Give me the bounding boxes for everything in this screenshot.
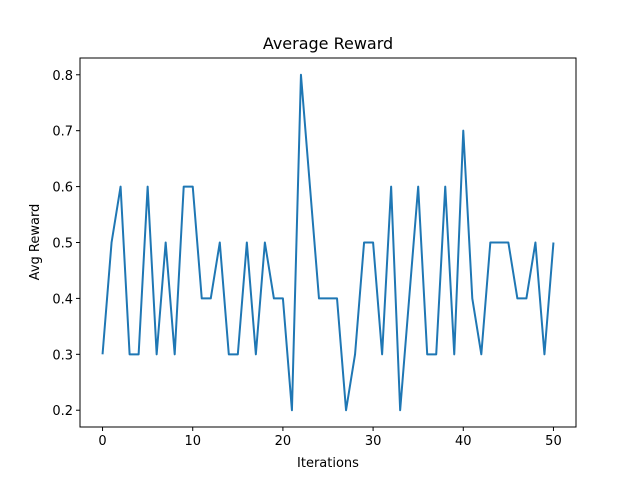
y-tick-label: 0.6 [52,181,73,196]
x-tick-label: 20 [275,434,292,449]
x-tick-label: 10 [184,434,201,449]
data-point [255,353,257,355]
y-tick-label: 0.7 [52,125,73,140]
data-point [507,242,509,244]
data-point [417,186,419,188]
y-axis-ticks: 0.2 0.3 0.4 0.5 0.6 0.7 0.8 [52,69,80,419]
y-tick-label: 0.3 [52,348,73,363]
data-point [426,353,428,355]
plot-frame [79,57,577,428]
data-point [525,297,527,299]
chart-title: Average Reward [263,34,393,53]
data-point [192,186,194,188]
data-point [381,353,383,355]
data-point [291,409,293,411]
data-point [372,242,374,244]
data-point [120,186,122,188]
data-point [489,242,491,244]
data-point [156,353,158,355]
data-point [408,297,410,299]
data-point [471,297,473,299]
x-tick-label: 40 [455,434,472,449]
x-axis-label: Iterations [297,456,359,471]
y-axis-label: Avg Reward [28,204,43,281]
data-point [336,297,338,299]
y-tick-label: 0.4 [52,292,73,307]
data-point [516,297,518,299]
data-point [453,353,455,355]
series-line-0 [101,73,555,412]
data-point [228,353,230,355]
data-point [237,353,239,355]
y-tick-label: 0.2 [52,404,73,419]
series-layer [101,73,555,412]
data-point [102,353,104,355]
data-point [300,74,302,76]
data-point [399,409,401,411]
data-point [282,297,284,299]
x-tick-label: 50 [545,434,562,449]
data-point [318,297,320,299]
data-point [174,353,176,355]
data-point [327,297,329,299]
data-point [390,186,392,188]
x-tick-label: 0 [98,434,106,449]
data-point [273,297,275,299]
data-point [138,353,140,355]
data-point [480,353,482,355]
data-point [129,353,131,355]
data-point [345,409,347,411]
x-axis-ticks: 0 10 20 30 40 50 [98,427,562,449]
data-point [354,353,356,355]
data-point [363,242,365,244]
data-point [552,242,554,244]
data-point [219,242,221,244]
data-point [183,186,185,188]
data-point [462,130,464,132]
data-point [210,297,212,299]
y-tick-label: 0.5 [52,237,73,252]
data-point [165,242,167,244]
data-point [534,242,536,244]
data-point [201,297,203,299]
data-point [246,242,248,244]
x-tick-label: 30 [365,434,382,449]
data-point [309,186,311,188]
y-tick-label: 0.8 [52,69,73,84]
data-point [498,242,500,244]
data-point [435,353,437,355]
data-point [147,186,149,188]
data-point [264,242,266,244]
data-point [543,353,545,355]
data-point [444,186,446,188]
data-point [111,242,113,244]
